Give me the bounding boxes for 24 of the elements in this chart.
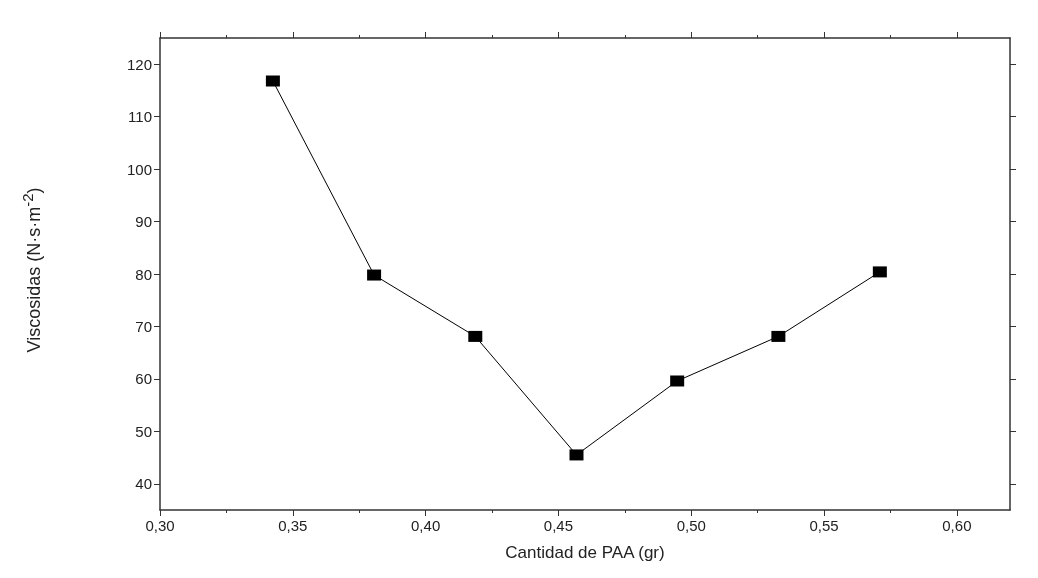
x-tick-label: 0,35: [278, 517, 308, 534]
point: [265, 75, 280, 87]
x-axis-title: Cantidad de PAA (gr): [505, 543, 665, 562]
y-tick-label: 60: [135, 370, 152, 388]
y-tick-label: 70: [135, 317, 152, 335]
y-tick-label: 100: [126, 160, 152, 178]
point: [670, 375, 685, 387]
y-tick-label: 110: [128, 108, 152, 126]
x-tick-label: 0,60: [942, 517, 972, 534]
y-tick-label: 120: [126, 55, 152, 73]
y-tick-label: 40: [135, 475, 152, 493]
point: [569, 449, 584, 461]
y-tick-label: 80: [135, 265, 152, 283]
x-tick-label: 0,45: [543, 517, 574, 534]
x-tick-label: 0,55: [809, 517, 839, 534]
point: [771, 330, 786, 342]
x-tick-label: 0,50: [676, 517, 706, 534]
x-tick-label: 0,30: [145, 517, 175, 534]
x-tick-label: 0,40: [411, 517, 441, 534]
y-tick-label: 90: [135, 213, 152, 231]
point: [367, 269, 382, 281]
point: [872, 266, 887, 278]
y-tick-label: 50: [135, 422, 152, 440]
point: [468, 330, 483, 342]
